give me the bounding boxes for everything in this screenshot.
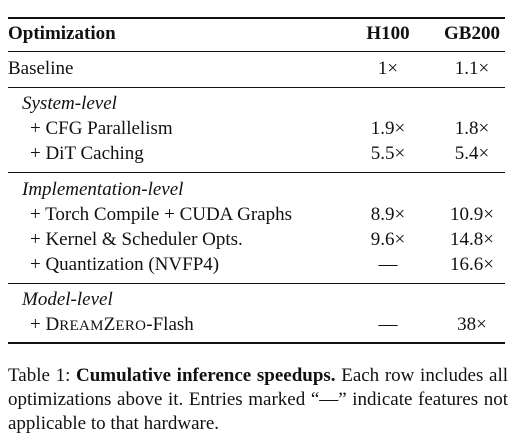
section-rule (8, 172, 505, 173)
bottom-rule (8, 342, 505, 344)
row-gb200-value: 5.4× (454, 143, 490, 164)
row-h100-value: 1.9× (370, 118, 406, 139)
table-row: + Quantization (NVFP4) — 16.6× (0, 253, 525, 277)
row-h100-value: 8.9× (370, 204, 406, 225)
row-gb200-value: 14.8× (450, 229, 494, 250)
table-caption: Table 1: Cumulative inference speedups. … (8, 364, 508, 436)
header-h100: H100 (366, 23, 410, 44)
row-label: + Quantization (NVFP4) (30, 254, 220, 275)
row-h100-value: 9.6× (370, 229, 406, 250)
row-h100-value: — (378, 254, 398, 275)
table-row-baseline: Baseline 1× 1.1× (0, 57, 525, 81)
label-smallcaps: ERO (115, 318, 147, 334)
label-prefix: + (30, 314, 46, 335)
section-title-implementation: Implementation-level (0, 178, 525, 202)
section-rule (8, 87, 505, 88)
header-gb200: GB200 (444, 23, 500, 44)
table-row: + Torch Compile + CUDA Graphs 8.9× 10.9× (0, 203, 525, 227)
row-gb200-value: 1.1× (454, 58, 490, 79)
row-gb200-value: 16.6× (450, 254, 494, 275)
section-rule (8, 283, 505, 284)
top-rule (8, 17, 505, 19)
table-header-row: Optimization H100 GB200 (0, 22, 525, 46)
section-title-system: System-level (0, 92, 525, 116)
row-h100-value: 1× (377, 58, 399, 79)
section-title: Model-level (22, 289, 113, 310)
header-optimization: Optimization (8, 23, 116, 44)
row-gb200-value: 10.9× (450, 204, 494, 225)
table-row: + CFG Parallelism 1.9× 1.8× (0, 117, 525, 141)
row-h100-value: — (378, 314, 398, 335)
caption-prefix: Table 1: (8, 365, 77, 386)
row-label: + DiT Caching (30, 143, 144, 164)
table-row: + DREAMZERO-Flash — 38× (0, 313, 525, 337)
section-title: Implementation-level (22, 179, 184, 200)
header-rule (8, 51, 505, 52)
row-label: + CFG Parallelism (30, 118, 173, 139)
table-row: + Kernel & Scheduler Opts. 9.6× 14.8× (0, 228, 525, 252)
row-label: + Torch Compile + CUDA Graphs (30, 204, 292, 225)
row-label: + DREAMZERO-Flash (30, 313, 194, 338)
row-gb200-value: 38× (457, 314, 487, 335)
section-title: System-level (22, 93, 117, 114)
row-label: + Kernel & Scheduler Opts. (30, 229, 243, 250)
label-smallcaps: REAM (59, 318, 104, 334)
table-row: + DiT Caching 5.5× 5.4× (0, 142, 525, 166)
label-smallcaps: D (45, 314, 60, 335)
row-label: Baseline (8, 58, 74, 79)
label-suffix: -Flash (146, 314, 194, 335)
row-gb200-value: 1.8× (454, 118, 490, 139)
label-smallcaps: Z (103, 314, 116, 335)
section-title-model: Model-level (0, 288, 525, 312)
caption-text: Each row includes all optimizations abov… (8, 365, 509, 434)
caption-bold: Cumulative inference speedups. (76, 365, 336, 386)
row-h100-value: 5.5× (370, 143, 406, 164)
